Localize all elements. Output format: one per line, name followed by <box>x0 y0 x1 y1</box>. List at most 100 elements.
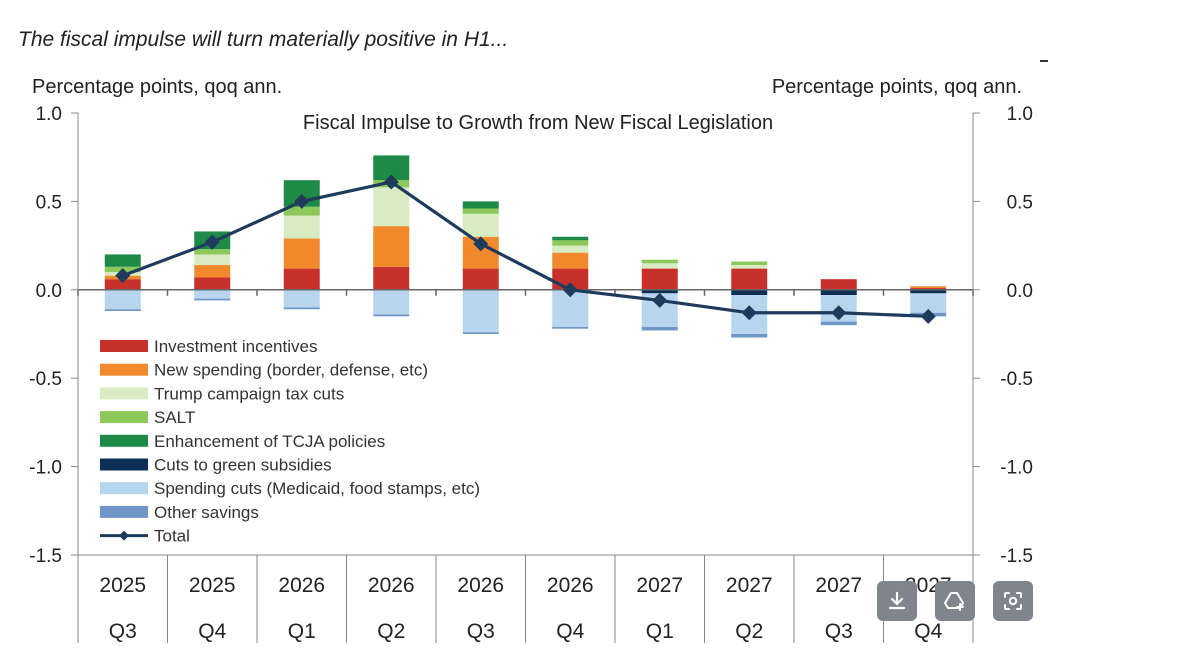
x-tick-label-year: 2026 <box>278 574 325 597</box>
legend-label: SALT <box>154 408 195 427</box>
bar-segment <box>283 238 320 269</box>
bar-segment <box>820 279 857 290</box>
legend-swatch <box>100 434 148 447</box>
bar-segment <box>462 268 499 290</box>
bar-segment <box>373 266 410 290</box>
bar-segment <box>373 289 410 315</box>
bar-segment <box>552 252 589 269</box>
y-tick-label-right: -1.5 <box>1000 546 1033 567</box>
y-tick-label-left: 1.0 <box>36 104 62 125</box>
bar-segment <box>731 265 768 269</box>
bar-segment <box>462 213 499 237</box>
x-tick-label-year: 2027 <box>726 574 773 597</box>
x-tick-label-quarter: Q4 <box>914 620 942 643</box>
legend-label: Investment incentives <box>154 337 317 356</box>
bar-segment <box>194 289 231 299</box>
x-tick-label-quarter: Q3 <box>825 620 853 643</box>
y-axis-label-right: Percentage points, qoq ann. <box>772 76 1022 98</box>
bar-segment <box>641 326 678 331</box>
bar-segment <box>910 288 947 290</box>
x-tick-label-quarter: Q3 <box>467 620 495 643</box>
y-tick-label-left: -1.0 <box>29 458 62 479</box>
legend-swatch <box>100 505 148 518</box>
bar-segment <box>194 298 231 301</box>
add-to-drive-button[interactable] <box>935 581 975 621</box>
bar-segment <box>731 261 768 266</box>
bar-segment <box>552 240 589 246</box>
bar-segment <box>910 289 947 294</box>
total-marker <box>652 292 668 308</box>
legend-label: Total <box>154 527 190 546</box>
bar-segment <box>462 332 499 334</box>
total-marker <box>831 305 847 321</box>
x-tick-label-quarter: Q1 <box>288 620 316 643</box>
bar-segment <box>194 277 231 290</box>
y-tick-label-right: -0.5 <box>1000 369 1033 390</box>
bar-segment <box>462 201 499 209</box>
bar-segment <box>194 254 231 266</box>
bar-segment <box>641 268 678 290</box>
image-search-icon <box>1004 592 1022 610</box>
x-tick-label-quarter: Q2 <box>735 620 763 643</box>
bar-segment <box>462 208 499 214</box>
y-tick-label-left: 0.5 <box>36 192 62 213</box>
bar-segment <box>373 314 410 317</box>
legend-swatch <box>100 363 148 376</box>
x-tick-label-year: 2025 <box>99 574 146 597</box>
legend-marker-total <box>119 530 129 541</box>
total-marker <box>473 236 489 252</box>
bar-segment <box>194 249 231 255</box>
y-tick-label-right: 1.0 <box>1007 104 1033 125</box>
bar-segment <box>910 286 947 289</box>
total-marker <box>115 268 131 284</box>
y-axis-label-left: Percentage points, qoq ann. <box>32 76 282 98</box>
bar-segment <box>373 187 410 227</box>
x-tick-label-year: 2025 <box>189 574 236 597</box>
bar-segment <box>820 289 857 296</box>
caption: The fiscal impulse will turn materially … <box>18 28 509 51</box>
legend-swatch <box>100 482 148 495</box>
legend-swatch <box>100 411 148 424</box>
total-marker <box>294 193 310 209</box>
dash-mark <box>1040 60 1048 62</box>
bar-segment <box>283 289 320 308</box>
bar-segment <box>641 289 678 294</box>
x-tick-label-quarter: Q3 <box>109 620 137 643</box>
total-marker <box>204 234 220 250</box>
x-tick-label-year: 2026 <box>368 574 415 597</box>
download-button[interactable] <box>877 581 917 621</box>
x-tick-label-year: 2026 <box>547 574 594 597</box>
bar-segment <box>552 326 589 329</box>
legend-label: Trump campaign tax cuts <box>154 384 344 403</box>
x-tick-label-quarter: Q4 <box>556 620 584 643</box>
chart-title: Fiscal Impulse to Growth from New Fiscal… <box>303 112 773 134</box>
bar-segment <box>820 321 857 326</box>
bar-segment <box>104 254 141 267</box>
legend-swatch <box>100 387 148 400</box>
y-tick-label-left: -0.5 <box>29 369 62 390</box>
bar-segment <box>283 215 320 239</box>
image-search-button[interactable] <box>993 581 1033 621</box>
add-to-drive-icon <box>944 592 964 611</box>
legend-label: Other savings <box>154 503 259 522</box>
legend-label: Cuts to green subsidies <box>154 456 332 475</box>
total-marker <box>741 305 757 321</box>
total-marker <box>383 174 399 190</box>
x-tick-label-year: 2027 <box>815 574 862 597</box>
bar-segment <box>731 334 768 338</box>
bar-segment <box>283 307 320 310</box>
bar-segment <box>552 236 589 241</box>
x-tick-label-quarter: Q4 <box>198 620 226 643</box>
y-tick-label-right: 0.0 <box>1007 281 1033 302</box>
legend-label: Enhancement of TCJA policies <box>154 432 385 451</box>
bar-segment <box>104 289 141 310</box>
legend-swatch <box>100 340 148 352</box>
y-tick-label-right: -1.0 <box>1000 458 1033 479</box>
download-icon <box>888 591 906 610</box>
x-tick-label-quarter: Q1 <box>646 620 674 643</box>
bar-segment <box>373 226 410 267</box>
bar-segment <box>641 263 678 269</box>
y-tick-label-left: 0.0 <box>36 281 62 302</box>
x-tick-label-year: 2027 <box>636 574 683 597</box>
